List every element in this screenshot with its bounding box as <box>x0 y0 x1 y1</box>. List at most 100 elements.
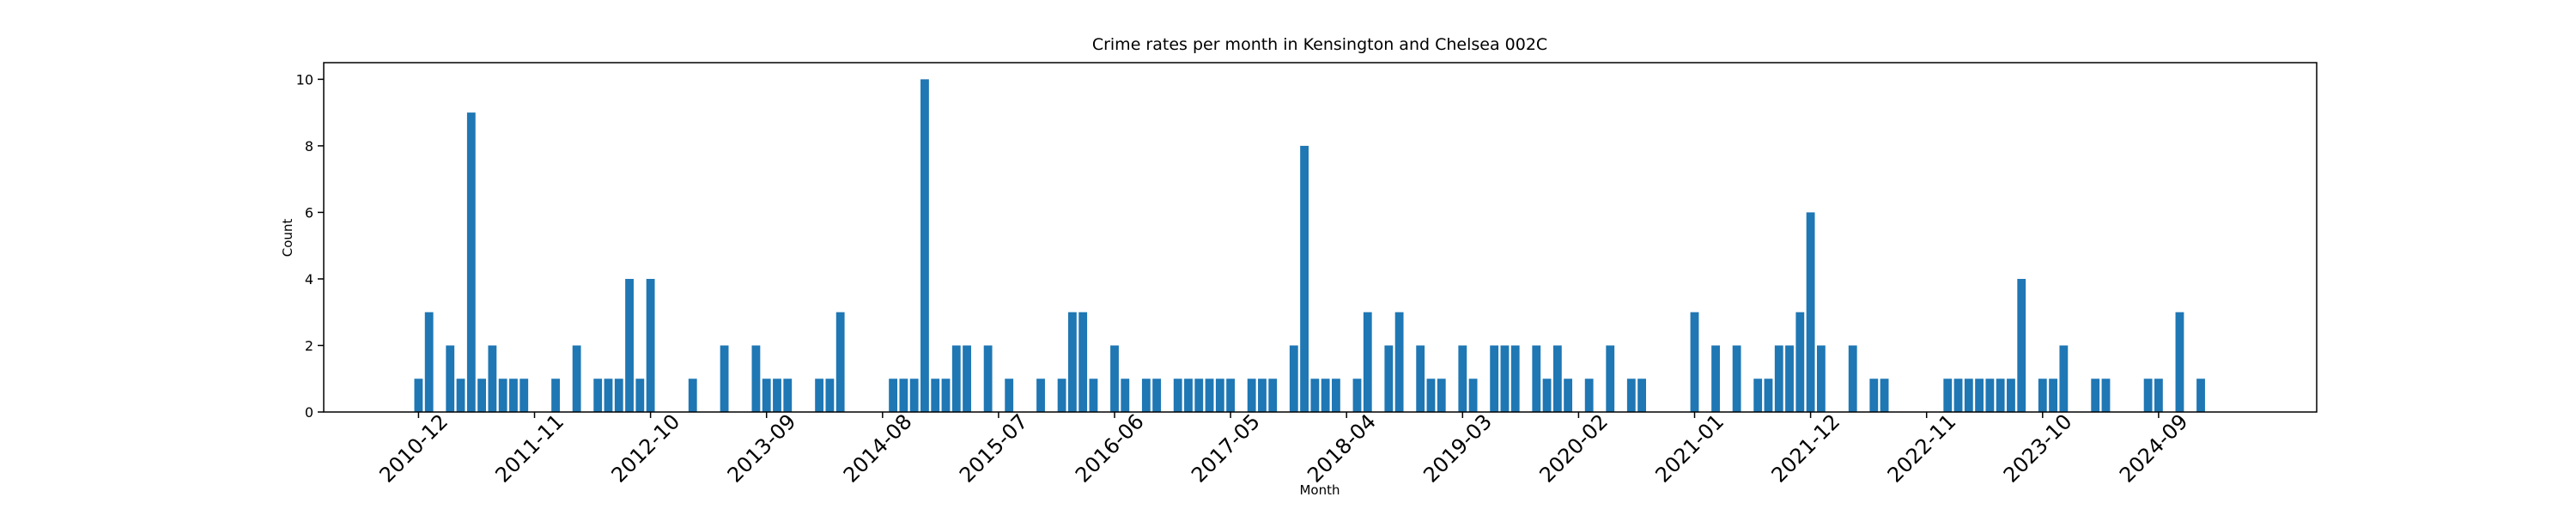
bar <box>773 379 781 412</box>
bar <box>1764 379 1773 412</box>
x-tick-label: 2021-12 <box>1767 409 1845 488</box>
bar <box>1141 379 1151 412</box>
bar <box>941 379 951 412</box>
bar <box>1711 345 1720 412</box>
bar <box>1795 312 1805 412</box>
bar <box>1215 379 1224 412</box>
bar <box>1352 379 1362 412</box>
bar <box>1437 379 1446 412</box>
bar <box>899 379 908 412</box>
y-tick-label: 8 <box>305 138 313 154</box>
bar <box>1247 379 1256 412</box>
bar <box>1753 379 1763 412</box>
bar <box>751 345 761 412</box>
bar <box>1996 379 2005 412</box>
x-tick-label: 2022-11 <box>1883 409 1961 488</box>
bar <box>2154 379 2163 412</box>
bar <box>1552 345 1562 412</box>
bar <box>825 379 835 412</box>
x-axis-label: Month <box>1299 482 1340 498</box>
bar <box>1363 312 1372 412</box>
x-tick-label: 2012-10 <box>607 409 685 488</box>
bar <box>2038 379 2047 412</box>
x-tick-label: 2017-05 <box>1187 409 1265 488</box>
x-tick-label: 2024-09 <box>2115 409 2193 488</box>
bar <box>1584 379 1594 412</box>
bar <box>815 379 824 412</box>
bar <box>2059 345 2069 412</box>
bar <box>2091 379 2100 412</box>
y-tick-label: 6 <box>305 204 313 221</box>
bar <box>456 379 465 412</box>
bar <box>446 345 455 412</box>
y-tick-label: 4 <box>305 271 313 288</box>
bar <box>1332 379 1340 412</box>
x-tick-label: 2011-11 <box>491 409 569 488</box>
bar <box>1394 312 1404 412</box>
bar <box>509 379 518 412</box>
bar <box>1110 345 1119 412</box>
bar <box>1036 379 1045 412</box>
bar <box>762 379 771 412</box>
bar <box>1173 379 1182 412</box>
bar <box>1953 379 1963 412</box>
x-tick-label: 2014-08 <box>839 409 917 488</box>
bar <box>424 312 434 412</box>
bar <box>477 379 487 412</box>
bar <box>1426 379 1436 412</box>
bar <box>1510 345 1520 412</box>
bar <box>414 379 423 412</box>
x-tick-label: 2013-09 <box>723 409 801 488</box>
bar <box>1564 379 1573 412</box>
x-tick-label: 2019-03 <box>1419 409 1497 488</box>
bar <box>1637 379 1647 412</box>
bar <box>1532 345 1541 412</box>
bar <box>1816 345 1826 412</box>
bar <box>1226 379 1236 412</box>
bar <box>593 379 603 412</box>
bar <box>1985 379 1995 412</box>
bar <box>2007 379 2015 412</box>
y-axis-label: Count <box>280 219 295 258</box>
bar <box>688 379 697 412</box>
bar <box>920 79 929 412</box>
bar <box>488 345 497 412</box>
x-tick-label: 2023-10 <box>1999 409 2077 488</box>
bar <box>1458 345 1467 412</box>
bar <box>1194 379 1204 412</box>
y-tick-label: 2 <box>305 337 313 354</box>
chart-title: Crime rates per month in Kensington and … <box>1092 35 1547 54</box>
bar <box>604 379 613 412</box>
bar <box>2175 312 2184 412</box>
bar <box>1416 345 1425 412</box>
bar <box>1785 345 1794 412</box>
bar <box>1732 345 1741 412</box>
bar <box>572 345 581 412</box>
bar <box>1121 379 1130 412</box>
bar <box>909 379 919 412</box>
x-tick-label: 2015-07 <box>955 409 1033 488</box>
bar <box>1490 345 1499 412</box>
bar <box>1184 379 1193 412</box>
x-tick-label: 2018-04 <box>1303 409 1381 488</box>
bar <box>1289 345 1298 412</box>
bar <box>466 112 476 412</box>
bar <box>1500 345 1510 412</box>
bar <box>1321 379 1330 412</box>
bar <box>1384 345 1394 412</box>
bar <box>1964 379 1973 412</box>
bar <box>1880 379 1889 412</box>
bar <box>931 379 940 412</box>
x-tick-label: 2021-01 <box>1650 409 1728 488</box>
bar <box>635 379 645 412</box>
bar <box>1268 379 1278 412</box>
bar <box>783 379 793 412</box>
bar <box>1975 379 1984 412</box>
bar <box>1943 379 1953 412</box>
bar <box>1774 345 1783 412</box>
bar <box>2143 379 2153 412</box>
bar <box>498 379 507 412</box>
bar <box>1626 379 1636 412</box>
bar <box>951 345 961 412</box>
